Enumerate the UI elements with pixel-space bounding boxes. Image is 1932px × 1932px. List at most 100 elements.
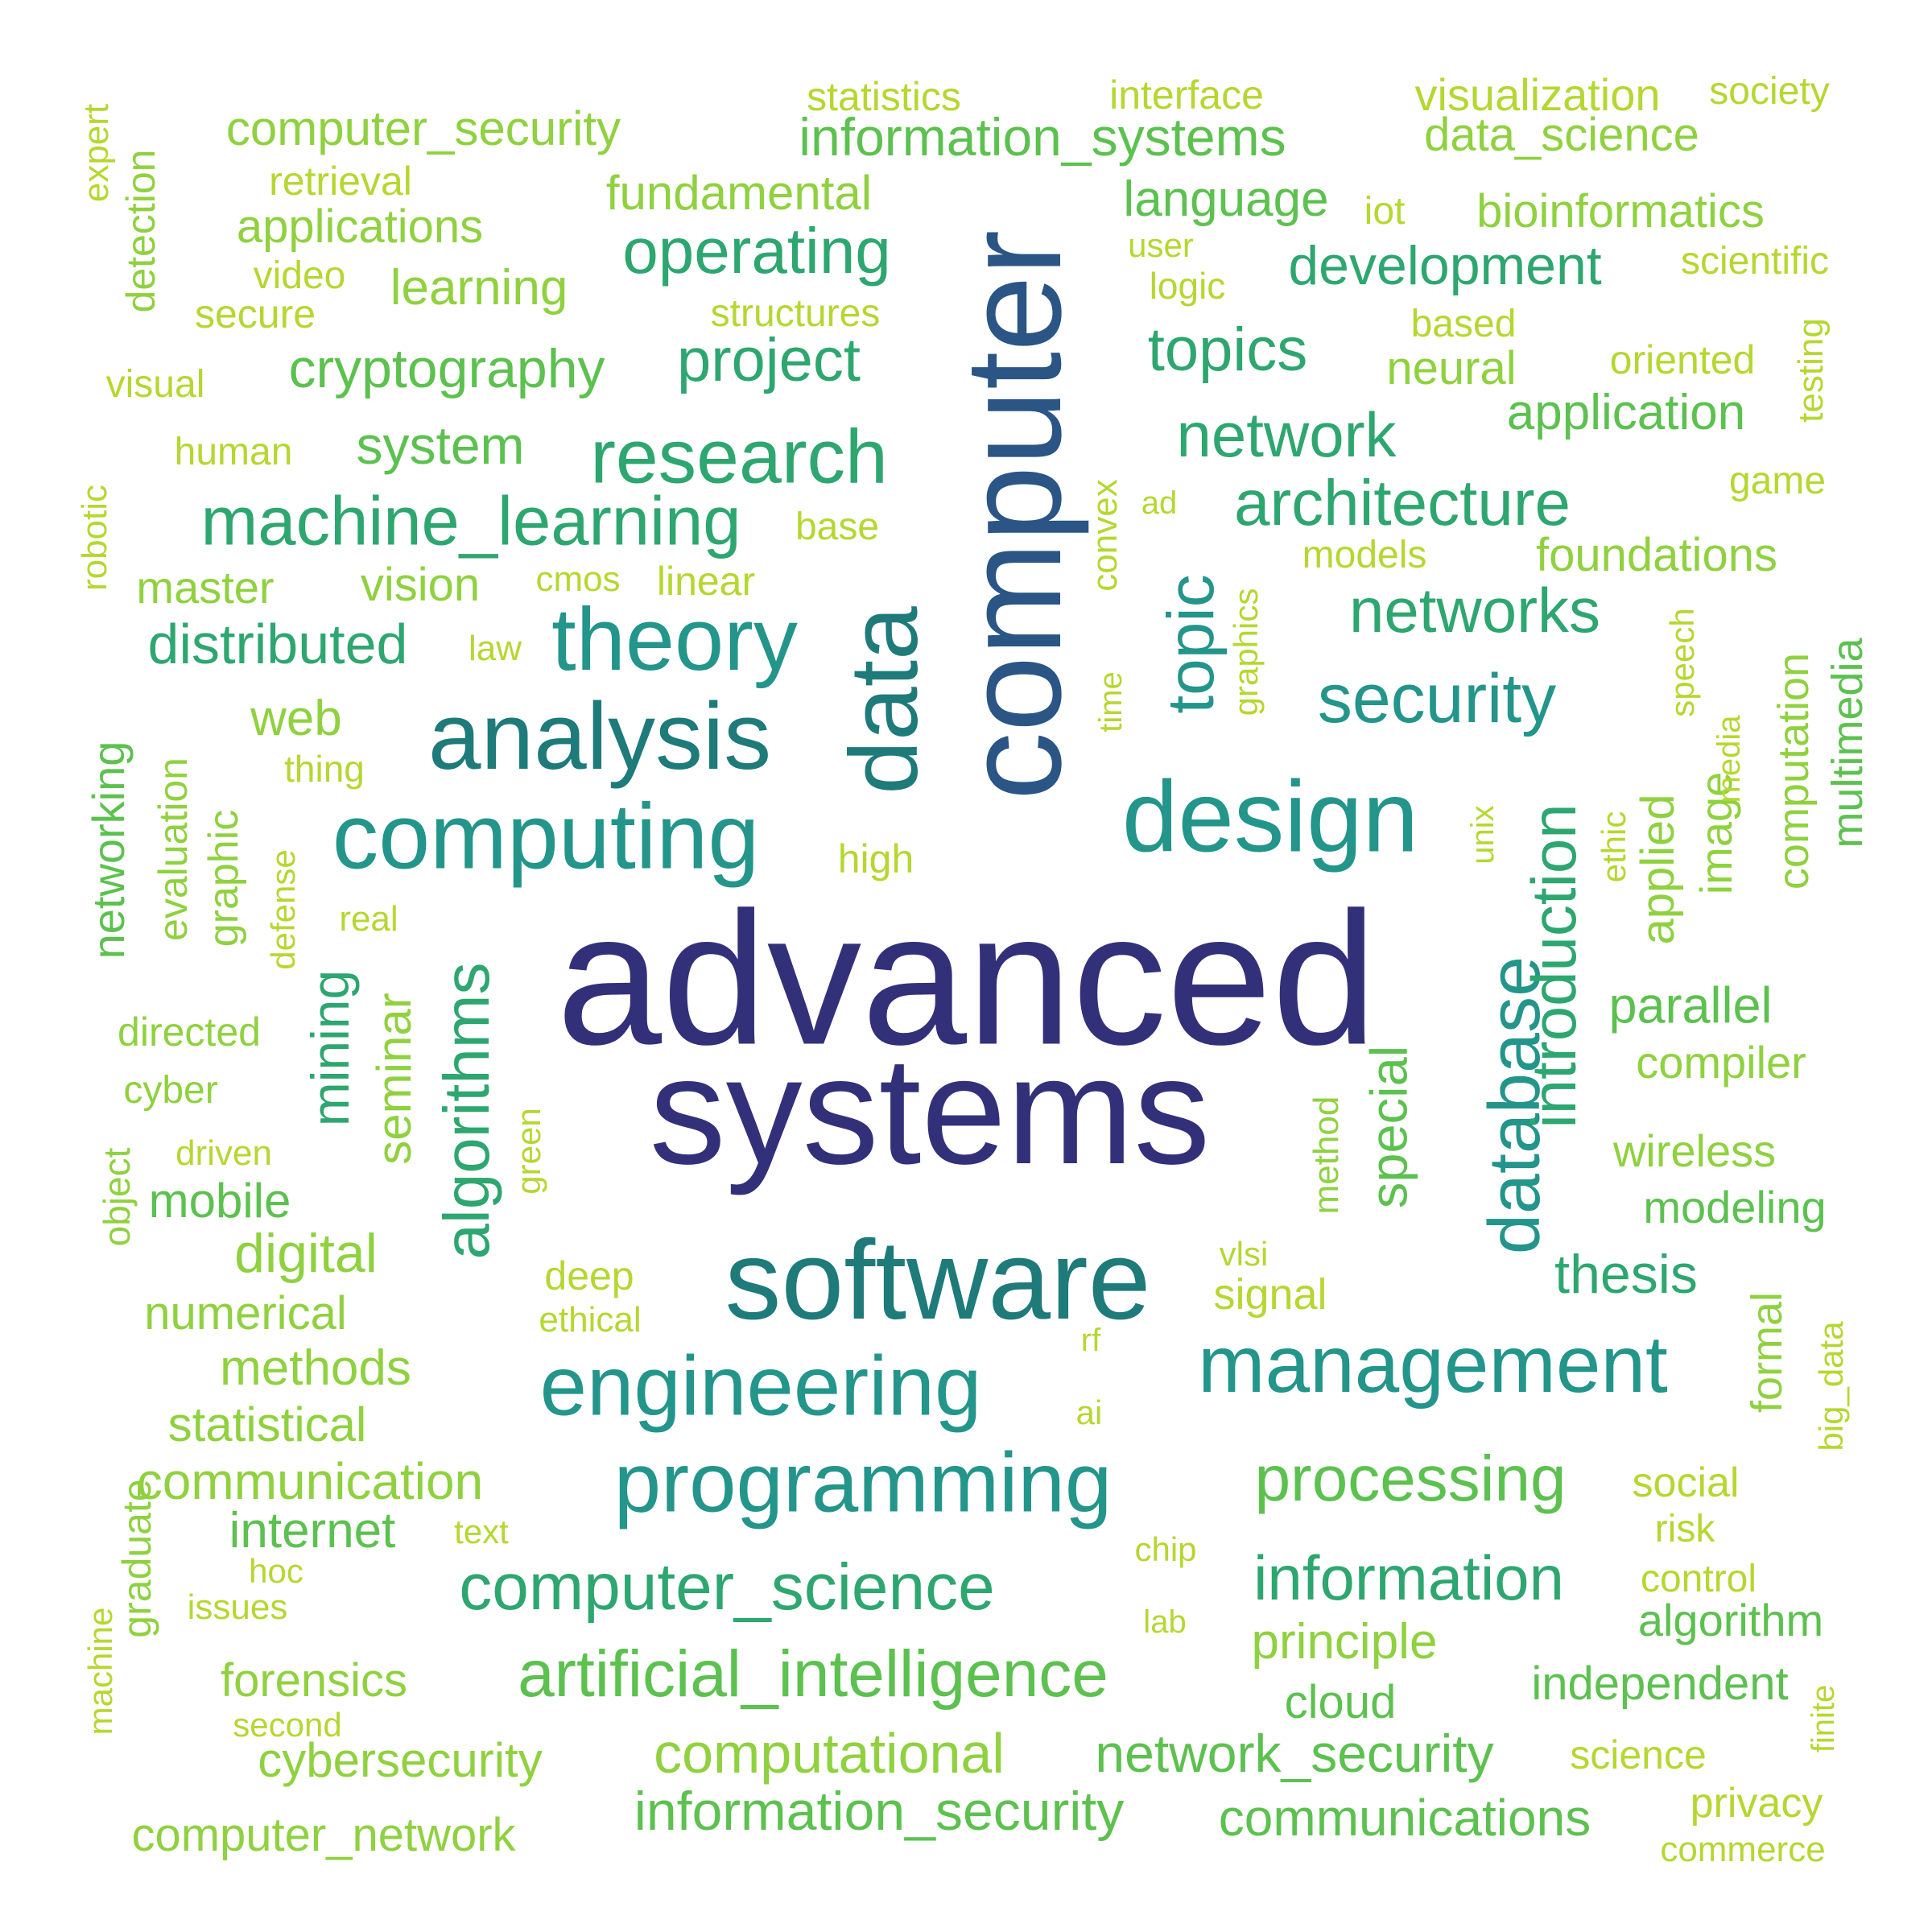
word-cloud-word: computing bbox=[332, 785, 760, 889]
word-cloud-word: green bbox=[510, 1108, 547, 1195]
word-cloud-word: network bbox=[1176, 399, 1397, 470]
word-cloud-word: statistics bbox=[807, 74, 961, 119]
word-cloud-word: applications bbox=[236, 200, 484, 253]
word-cloud-word: computer bbox=[937, 229, 1090, 801]
word-cloud-word: digital bbox=[234, 1223, 378, 1284]
word-cloud-word: applied bbox=[1632, 794, 1684, 945]
word-cloud-word: numerical bbox=[144, 1287, 347, 1340]
word-cloud-word: models bbox=[1302, 534, 1427, 576]
word-cloud-word: machine bbox=[81, 1607, 119, 1736]
word-cloud-word: hoc bbox=[249, 1552, 303, 1590]
word-cloud-word: high bbox=[837, 836, 914, 881]
word-cloud-word: bioinformatics bbox=[1476, 185, 1765, 237]
word-cloud-word: media bbox=[1711, 715, 1747, 803]
word-cloud-word: multimedia bbox=[1823, 638, 1872, 848]
word-cloud-word: cyber bbox=[123, 1069, 218, 1112]
word-cloud-word: engineering bbox=[539, 1339, 982, 1434]
word-cloud-word: retrieval bbox=[269, 159, 412, 204]
word-cloud-word: distributed bbox=[147, 613, 408, 675]
word-cloud-word: linear bbox=[656, 559, 756, 604]
word-cloud-word: vision bbox=[360, 559, 481, 611]
word-cloud-word: methods bbox=[220, 1340, 411, 1396]
word-cloud-word: programming bbox=[613, 1435, 1113, 1530]
word-cloud-word: ad bbox=[1141, 485, 1178, 521]
word-cloud-word: information_systems bbox=[799, 107, 1286, 167]
word-cloud-word: operating bbox=[622, 215, 891, 287]
word-cloud-word: analysis bbox=[427, 683, 772, 790]
word-cloud-word: information_security bbox=[634, 1781, 1125, 1842]
word-cloud-word: networking bbox=[83, 741, 134, 960]
word-cloud-word: systems bbox=[649, 1026, 1211, 1196]
word-cloud-word: object bbox=[96, 1147, 138, 1247]
word-cloud-word: internet bbox=[229, 1503, 396, 1558]
word-cloud-word: computation bbox=[1769, 652, 1818, 890]
word-cloud-word: fundamental bbox=[605, 166, 873, 220]
word-cloud-word: video bbox=[253, 254, 346, 297]
word-cloud-word: computer_science bbox=[459, 1550, 995, 1624]
word-cloud-word: compiler bbox=[1636, 1037, 1806, 1088]
word-cloud-word: computational bbox=[654, 1722, 1005, 1785]
word-cloud-word: directed bbox=[118, 1009, 261, 1055]
word-cloud-word: processing bbox=[1254, 1443, 1567, 1514]
word-cloud-word: interface bbox=[1109, 72, 1264, 118]
word-cloud-word: architecture bbox=[1234, 467, 1571, 539]
word-cloud-word: management bbox=[1198, 1319, 1668, 1410]
word-cloud-word: security bbox=[1317, 660, 1557, 737]
word-cloud-word: topic bbox=[1154, 574, 1228, 714]
word-cloud-word: defense bbox=[264, 849, 302, 970]
word-cloud-word: statistical bbox=[167, 1397, 367, 1451]
word-cloud-word: driven bbox=[175, 1133, 272, 1173]
word-cloud-word: project bbox=[676, 326, 861, 394]
word-cloud-word: formal bbox=[1743, 1291, 1791, 1414]
word-cloud-word: convex bbox=[1085, 479, 1125, 592]
word-cloud-word: system bbox=[356, 415, 525, 475]
word-cloud-word: parallel bbox=[1608, 977, 1773, 1034]
word-cloud-word: modeling bbox=[1643, 1182, 1827, 1232]
word-cloud-word: artificial_intelligence bbox=[518, 1637, 1108, 1711]
word-cloud-word: language bbox=[1123, 171, 1329, 227]
word-cloud-word: iot bbox=[1364, 190, 1406, 233]
word-cloud-word: game bbox=[1728, 460, 1827, 502]
word-cloud-word: neural bbox=[1386, 342, 1517, 394]
word-cloud-word: unix bbox=[1465, 805, 1501, 865]
word-cloud-word: algorithms bbox=[431, 962, 502, 1260]
word-cloud-word: master bbox=[136, 562, 275, 613]
word-cloud-word: time bbox=[1093, 671, 1129, 733]
word-cloud-word: detection bbox=[118, 149, 163, 313]
word-cloud-word: data_science bbox=[1424, 109, 1699, 161]
word-cloud-word: robotic bbox=[75, 484, 114, 592]
word-cloud-word: ai bbox=[1075, 1393, 1103, 1431]
word-cloud-word: commerce bbox=[1660, 1830, 1826, 1869]
word-cloud-word: introduction bbox=[1518, 803, 1589, 1129]
word-cloud-word: speech bbox=[1663, 608, 1701, 717]
word-cloud-word: networks bbox=[1348, 575, 1601, 646]
word-cloud-word: logic bbox=[1149, 265, 1226, 307]
word-cloud-word: research bbox=[590, 414, 888, 500]
word-cloud-word: second bbox=[233, 1706, 342, 1744]
word-cloud-word: graphic bbox=[200, 809, 247, 947]
word-cloud-word: big_data bbox=[1812, 1321, 1850, 1451]
word-cloud-word: software bbox=[724, 1216, 1151, 1343]
word-cloud-word: seminar bbox=[367, 993, 421, 1165]
word-cloud-word: development bbox=[1288, 235, 1602, 296]
word-cloud-word: lab bbox=[1143, 1604, 1187, 1640]
word-cloud-word: design bbox=[1121, 761, 1419, 873]
word-cloud-word: user bbox=[1128, 226, 1194, 264]
word-cloud-word: advanced bbox=[556, 872, 1377, 1084]
word-cloud-word: visualization bbox=[1414, 69, 1661, 120]
word-cloud-word: evaluation bbox=[151, 758, 196, 941]
word-cloud-word: computer_security bbox=[225, 101, 621, 155]
word-cloud-word: social bbox=[1632, 1459, 1740, 1506]
word-cloud-word: testing bbox=[1791, 318, 1831, 423]
word-cloud-word: cloud bbox=[1284, 1676, 1397, 1728]
word-cloud-word: privacy bbox=[1690, 1780, 1823, 1827]
word-cloud-word: network_security bbox=[1095, 1724, 1494, 1783]
word-cloud-word: expert bbox=[76, 103, 116, 203]
word-cloud-word: ethical bbox=[539, 1300, 642, 1340]
word-cloud-word: forensics bbox=[220, 1654, 408, 1707]
word-cloud-word: deep bbox=[544, 1253, 634, 1298]
word-cloud-word: thesis bbox=[1554, 1244, 1698, 1305]
word-cloud-word: independent bbox=[1531, 1657, 1789, 1710]
word-cloud-word: ethic bbox=[1595, 811, 1633, 883]
